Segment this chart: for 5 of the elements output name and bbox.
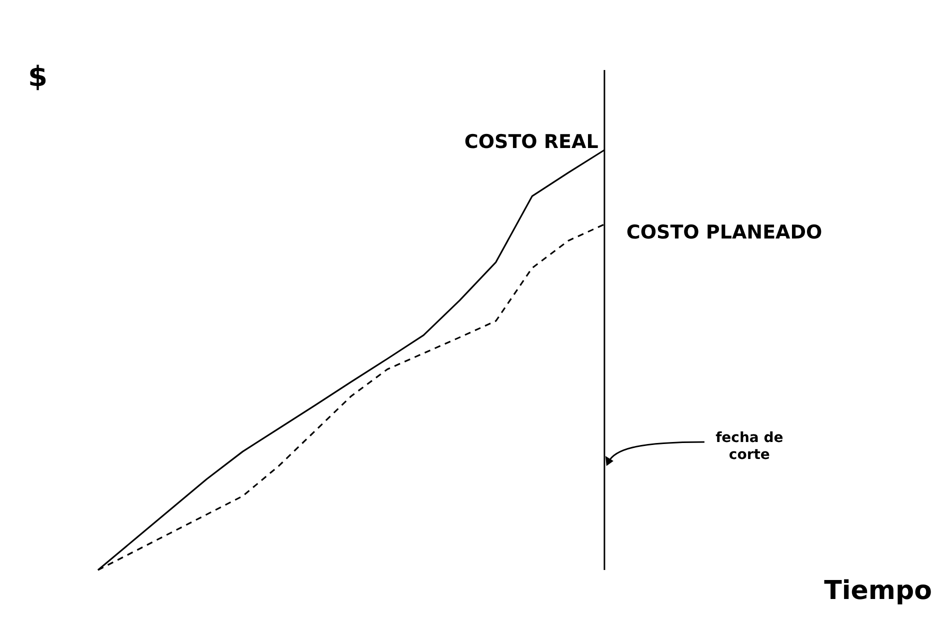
series-label: COSTO REAL [464,131,598,153]
series-label: COSTO PLANEADO [626,221,822,244]
annotation: fecha de corte [716,430,784,463]
y-axis-title: $ [28,60,48,93]
x-axis-title: Tiempo [824,576,932,606]
